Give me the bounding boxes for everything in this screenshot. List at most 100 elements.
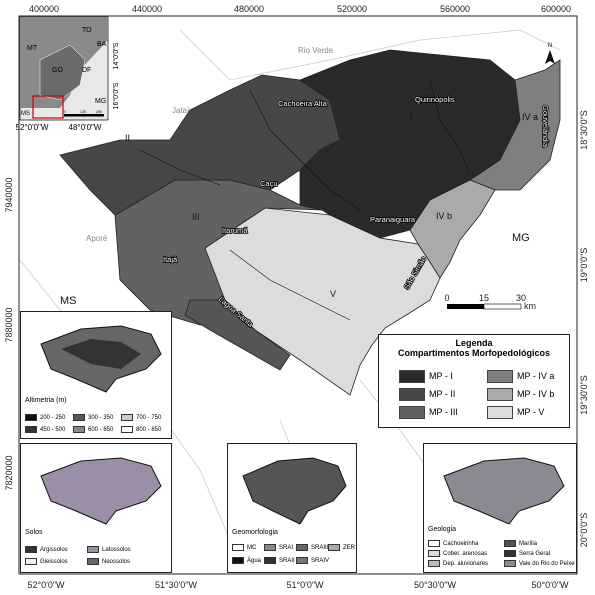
bottom-tick: 51°30'0"W xyxy=(155,580,198,590)
city-label: Quirinópolis xyxy=(415,95,455,104)
zone-label: I xyxy=(410,112,413,122)
inset-legend-item: ZER xyxy=(328,544,355,551)
city-label: Paranaiguara xyxy=(370,215,416,224)
geologia-inset: Geologia Cachoeirinha Marília Cober. are… xyxy=(423,443,577,573)
zone-label: V xyxy=(330,289,336,299)
zone-label: IV b xyxy=(436,211,452,221)
scale-tick: 30 xyxy=(516,293,526,303)
right-tick: 20°0'0"S xyxy=(579,513,589,548)
inset-legend-item: Neossolos xyxy=(87,558,130,565)
inset-legend-item: 200 - 250 xyxy=(25,414,65,421)
inset-legend-item: Marília xyxy=(504,540,537,547)
inset-legend-item: SRAIV xyxy=(296,557,329,564)
geologia-thumb xyxy=(443,457,565,525)
top-tick: 400000 xyxy=(29,4,59,14)
inset-title: Geologia xyxy=(428,526,457,533)
inset-legend-item: Serra Geral xyxy=(504,550,550,557)
inset-legend-item: MC xyxy=(232,544,256,551)
scale-unit: km xyxy=(524,301,536,311)
inset-title: Solos xyxy=(25,529,43,536)
right-tick: 19°30'0"S xyxy=(579,375,589,415)
legend-swatch xyxy=(487,369,513,383)
inset-title: Geomorfologia xyxy=(232,529,278,536)
zone-lagoa-strip xyxy=(184,299,291,371)
inset-legend-item: 300 - 350 xyxy=(73,414,113,421)
inset-legend-item: SRAIII xyxy=(296,544,328,551)
locator-lat-tick: 14°0'0"S xyxy=(112,42,120,69)
inset-legend-item: 700 - 750 xyxy=(121,414,161,421)
region-label: Jataí xyxy=(172,106,190,115)
region-label: MG xyxy=(512,232,530,244)
zone-label: II xyxy=(125,133,130,143)
city-label: Caçu xyxy=(260,179,278,188)
bottom-coordinate-ticks: 52°0'0"W 51°30'0"W 51°0'0"W 50°30'0"W 50… xyxy=(27,580,569,590)
legend-item: MP - I xyxy=(399,369,453,383)
inset-title: Altimetria (m) xyxy=(25,397,67,404)
legend: Legenda Compartimentos Morfopedológicos … xyxy=(378,334,570,428)
drainage-lines xyxy=(139,79,471,321)
solos-inset: Solos Argissolos Latossolos Gleissolos N… xyxy=(20,443,172,573)
right-tick: 19°0'0"S xyxy=(579,248,589,283)
right-coordinate-ticks: 18°30'0"S 19°0'0"S 19°30'0"S 20°0'0"S xyxy=(579,110,589,547)
locator-label: TO xyxy=(82,27,92,34)
zone-label: IV a xyxy=(522,112,538,122)
top-tick: 520000 xyxy=(337,4,367,14)
locator-scale-tick: 250 xyxy=(96,110,102,114)
geomorfologia-thumb xyxy=(242,457,347,525)
scale-bar: 0 15 30 km xyxy=(444,293,536,311)
top-tick: 480000 xyxy=(234,4,264,14)
city-label: Cachoeira Alta xyxy=(278,99,328,108)
inset-legend-item: Cachoeirinha xyxy=(428,540,478,547)
legend-item: MP - V xyxy=(487,405,544,419)
top-tick: 600000 xyxy=(541,4,571,14)
locator-label: MS xyxy=(21,111,30,117)
legend-item: MP - II xyxy=(399,387,455,401)
inset-legend-item: Água xyxy=(232,557,261,564)
locator-lat-tick: 16°0'0"S xyxy=(112,82,120,109)
inset-legend-item: SRAI xyxy=(264,544,293,551)
top-tick: 440000 xyxy=(132,4,162,14)
legend-item: MP - IV b xyxy=(487,387,554,401)
locator-label: BA xyxy=(97,41,107,48)
scale-tick: 15 xyxy=(479,293,489,303)
north-label: N xyxy=(548,43,552,49)
city-label: Itajá xyxy=(163,255,178,264)
north-arrow-icon: N xyxy=(545,43,555,64)
inset-legend-item: Gleissolos xyxy=(25,558,68,565)
locator-lon-tick: 48°0'0"W xyxy=(69,123,102,132)
scale-tick: 0 xyxy=(444,293,449,303)
solos-thumb xyxy=(40,457,162,525)
inset-legend-item: Dep. aluvionares xyxy=(428,560,488,567)
inset-legend-item: SRAII xyxy=(264,557,295,564)
bottom-tick: 50°0'0"W xyxy=(531,580,569,590)
bottom-tick: 52°0'0"W xyxy=(27,580,65,590)
top-tick: 560000 xyxy=(440,4,470,14)
inset-legend-item: 800 - 850 xyxy=(121,426,161,433)
inset-legend-item: Vale do Rio do Peixe xyxy=(504,560,575,567)
zone-label: III xyxy=(192,212,200,222)
legend-swatch xyxy=(399,369,425,383)
altimetria-thumb xyxy=(40,325,162,393)
inset-legend-item: 600 - 650 xyxy=(73,426,113,433)
legend-item: MP - IV a xyxy=(487,369,554,383)
top-coordinate-ticks: 400000 440000 480000 520000 560000 60000… xyxy=(29,4,571,14)
inset-legend-item: Argissolos xyxy=(25,546,68,553)
legend-swatch xyxy=(399,387,425,401)
locator-scale-tick: 0 xyxy=(64,110,66,114)
region-label: Rio Verde xyxy=(298,46,334,55)
left-tick: 7880000 xyxy=(4,307,14,342)
zone-iva-area xyxy=(469,59,561,191)
locator-label: MT xyxy=(27,45,38,52)
region-label: MS xyxy=(60,295,77,307)
legend-title: Legenda xyxy=(455,338,493,348)
legend-swatch xyxy=(399,405,425,419)
right-tick: 18°30'0"S xyxy=(579,110,589,150)
locator-inset: MT GO DF TO BA MG MS 14°0'0"S 16°0'0"S 5… xyxy=(16,16,120,132)
locator-label: DF xyxy=(82,67,91,74)
locator-scale-tick: 125 xyxy=(80,110,86,114)
locator-label: GO xyxy=(52,67,63,74)
inset-legend-item: Latossolos xyxy=(87,546,131,553)
inset-legend-item: 450 - 500 xyxy=(25,426,65,433)
left-tick: 7940000 xyxy=(4,177,14,212)
city-label: Itarumã xyxy=(222,226,248,235)
